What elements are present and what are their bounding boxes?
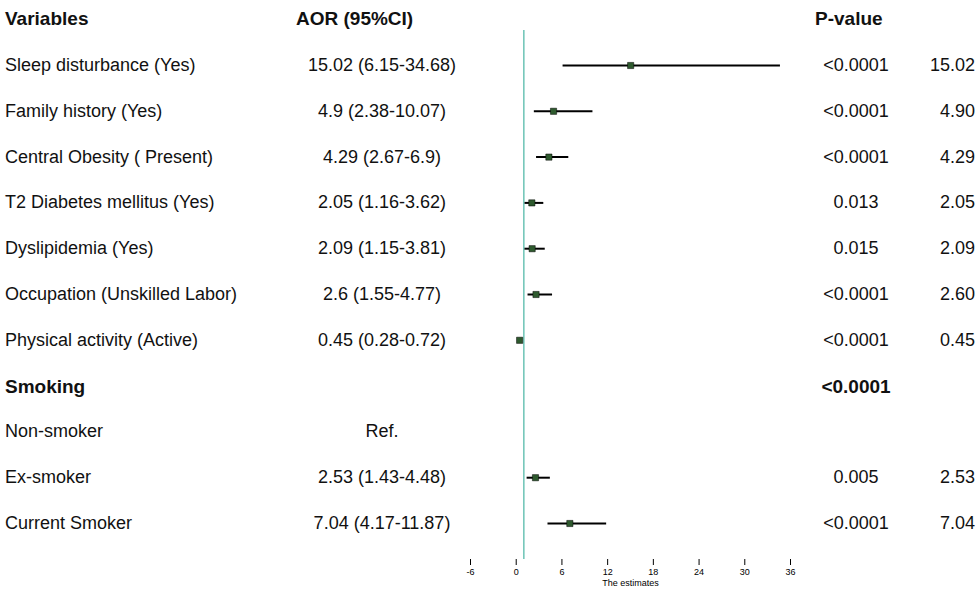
html-text:4.29 (2.67-6.9): 4.29 (2.67-6.9) bbox=[323, 146, 441, 167]
svg-text:24: 24 bbox=[694, 567, 704, 577]
html-text:T2 Diabetes mellitus (Yes): T2 Diabetes mellitus (Yes) bbox=[5, 192, 215, 213]
html-text:<0.0001: <0.0001 bbox=[823, 146, 889, 167]
html-text:Sleep disturbance (Yes): Sleep disturbance (Yes) bbox=[5, 55, 196, 75]
svg-text:The estimates: The estimates bbox=[602, 578, 659, 588]
html-text:0.45: 0.45 bbox=[940, 329, 975, 350]
html-text:<0.0001: <0.0001 bbox=[823, 329, 889, 350]
html-text:Central Obesity ( Present): Central Obesity ( Present) bbox=[5, 146, 214, 167]
html-text:<0.0001: <0.0001 bbox=[821, 375, 891, 397]
html-text:<0.0001: <0.0001 bbox=[823, 100, 889, 121]
html-text:7.04: 7.04 bbox=[940, 513, 975, 533]
html-text:2.09 (1.15-3.81): 2.09 (1.15-3.81) bbox=[318, 238, 446, 259]
svg-text:36: 36 bbox=[785, 567, 795, 577]
svg-text:30: 30 bbox=[740, 567, 750, 577]
html-text:Smoking: Smoking bbox=[5, 375, 86, 397]
html-text:<0.0001: <0.0001 bbox=[823, 55, 889, 75]
html-text:0.45 (0.28-0.72): 0.45 (0.28-0.72) bbox=[318, 329, 446, 350]
html-text:4.29: 4.29 bbox=[940, 146, 975, 167]
html-text:Physical activity (Active): Physical activity (Active) bbox=[5, 329, 198, 350]
html-text:0.013: 0.013 bbox=[833, 192, 879, 213]
html-text:Non-smoker: Non-smoker bbox=[5, 421, 103, 442]
svg-text:6: 6 bbox=[559, 567, 564, 577]
svg-text:18: 18 bbox=[648, 567, 658, 577]
svg-text:-6: -6 bbox=[466, 567, 474, 577]
html-text:15.02: 15.02 bbox=[930, 55, 975, 75]
html-text:2.05 (1.16-3.62): 2.05 (1.16-3.62) bbox=[318, 192, 446, 213]
html-text:2.6 (1.55-4.77): 2.6 (1.55-4.77) bbox=[323, 284, 441, 304]
html-text:2.53 (1.43-4.48): 2.53 (1.43-4.48) bbox=[318, 467, 446, 488]
html-text:2.53: 2.53 bbox=[940, 467, 975, 488]
html-text:4.90: 4.90 bbox=[940, 100, 975, 121]
svg-text:12: 12 bbox=[603, 567, 613, 577]
html-text:2.60: 2.60 bbox=[940, 284, 975, 304]
html-text:15.02 (6.15-34.68): 15.02 (6.15-34.68) bbox=[307, 55, 457, 75]
html-text:Ex-smoker: Ex-smoker bbox=[5, 467, 91, 488]
html-text:AOR (95%CI): AOR (95%CI) bbox=[296, 7, 414, 29]
html-text:Variables: Variables bbox=[5, 7, 89, 29]
html-text:P-value: P-value bbox=[815, 7, 883, 29]
html-text:Dyslipidemia (Yes): Dyslipidemia (Yes) bbox=[5, 238, 154, 259]
html-text:Family history (Yes): Family history (Yes) bbox=[5, 100, 163, 121]
svg-text:0: 0 bbox=[514, 567, 519, 577]
html-text:Ref.: Ref. bbox=[365, 421, 399, 442]
html-text:2.05: 2.05 bbox=[940, 192, 975, 213]
html-text:0.015: 0.015 bbox=[833, 238, 879, 259]
html-text:<0.0001: <0.0001 bbox=[823, 284, 889, 304]
html-text:7.04 (4.17-11.87): 7.04 (4.17-11.87) bbox=[313, 513, 451, 533]
html-text:0.005: 0.005 bbox=[833, 467, 879, 488]
html-text:Occupation (Unskilled Labor): Occupation (Unskilled Labor) bbox=[5, 284, 238, 304]
html-text:<0.0001: <0.0001 bbox=[823, 513, 889, 533]
html-text:Current Smoker: Current Smoker bbox=[5, 513, 132, 533]
html-text:2.09: 2.09 bbox=[940, 238, 975, 259]
html-text:4.9 (2.38-10.07): 4.9 (2.38-10.07) bbox=[318, 100, 446, 121]
